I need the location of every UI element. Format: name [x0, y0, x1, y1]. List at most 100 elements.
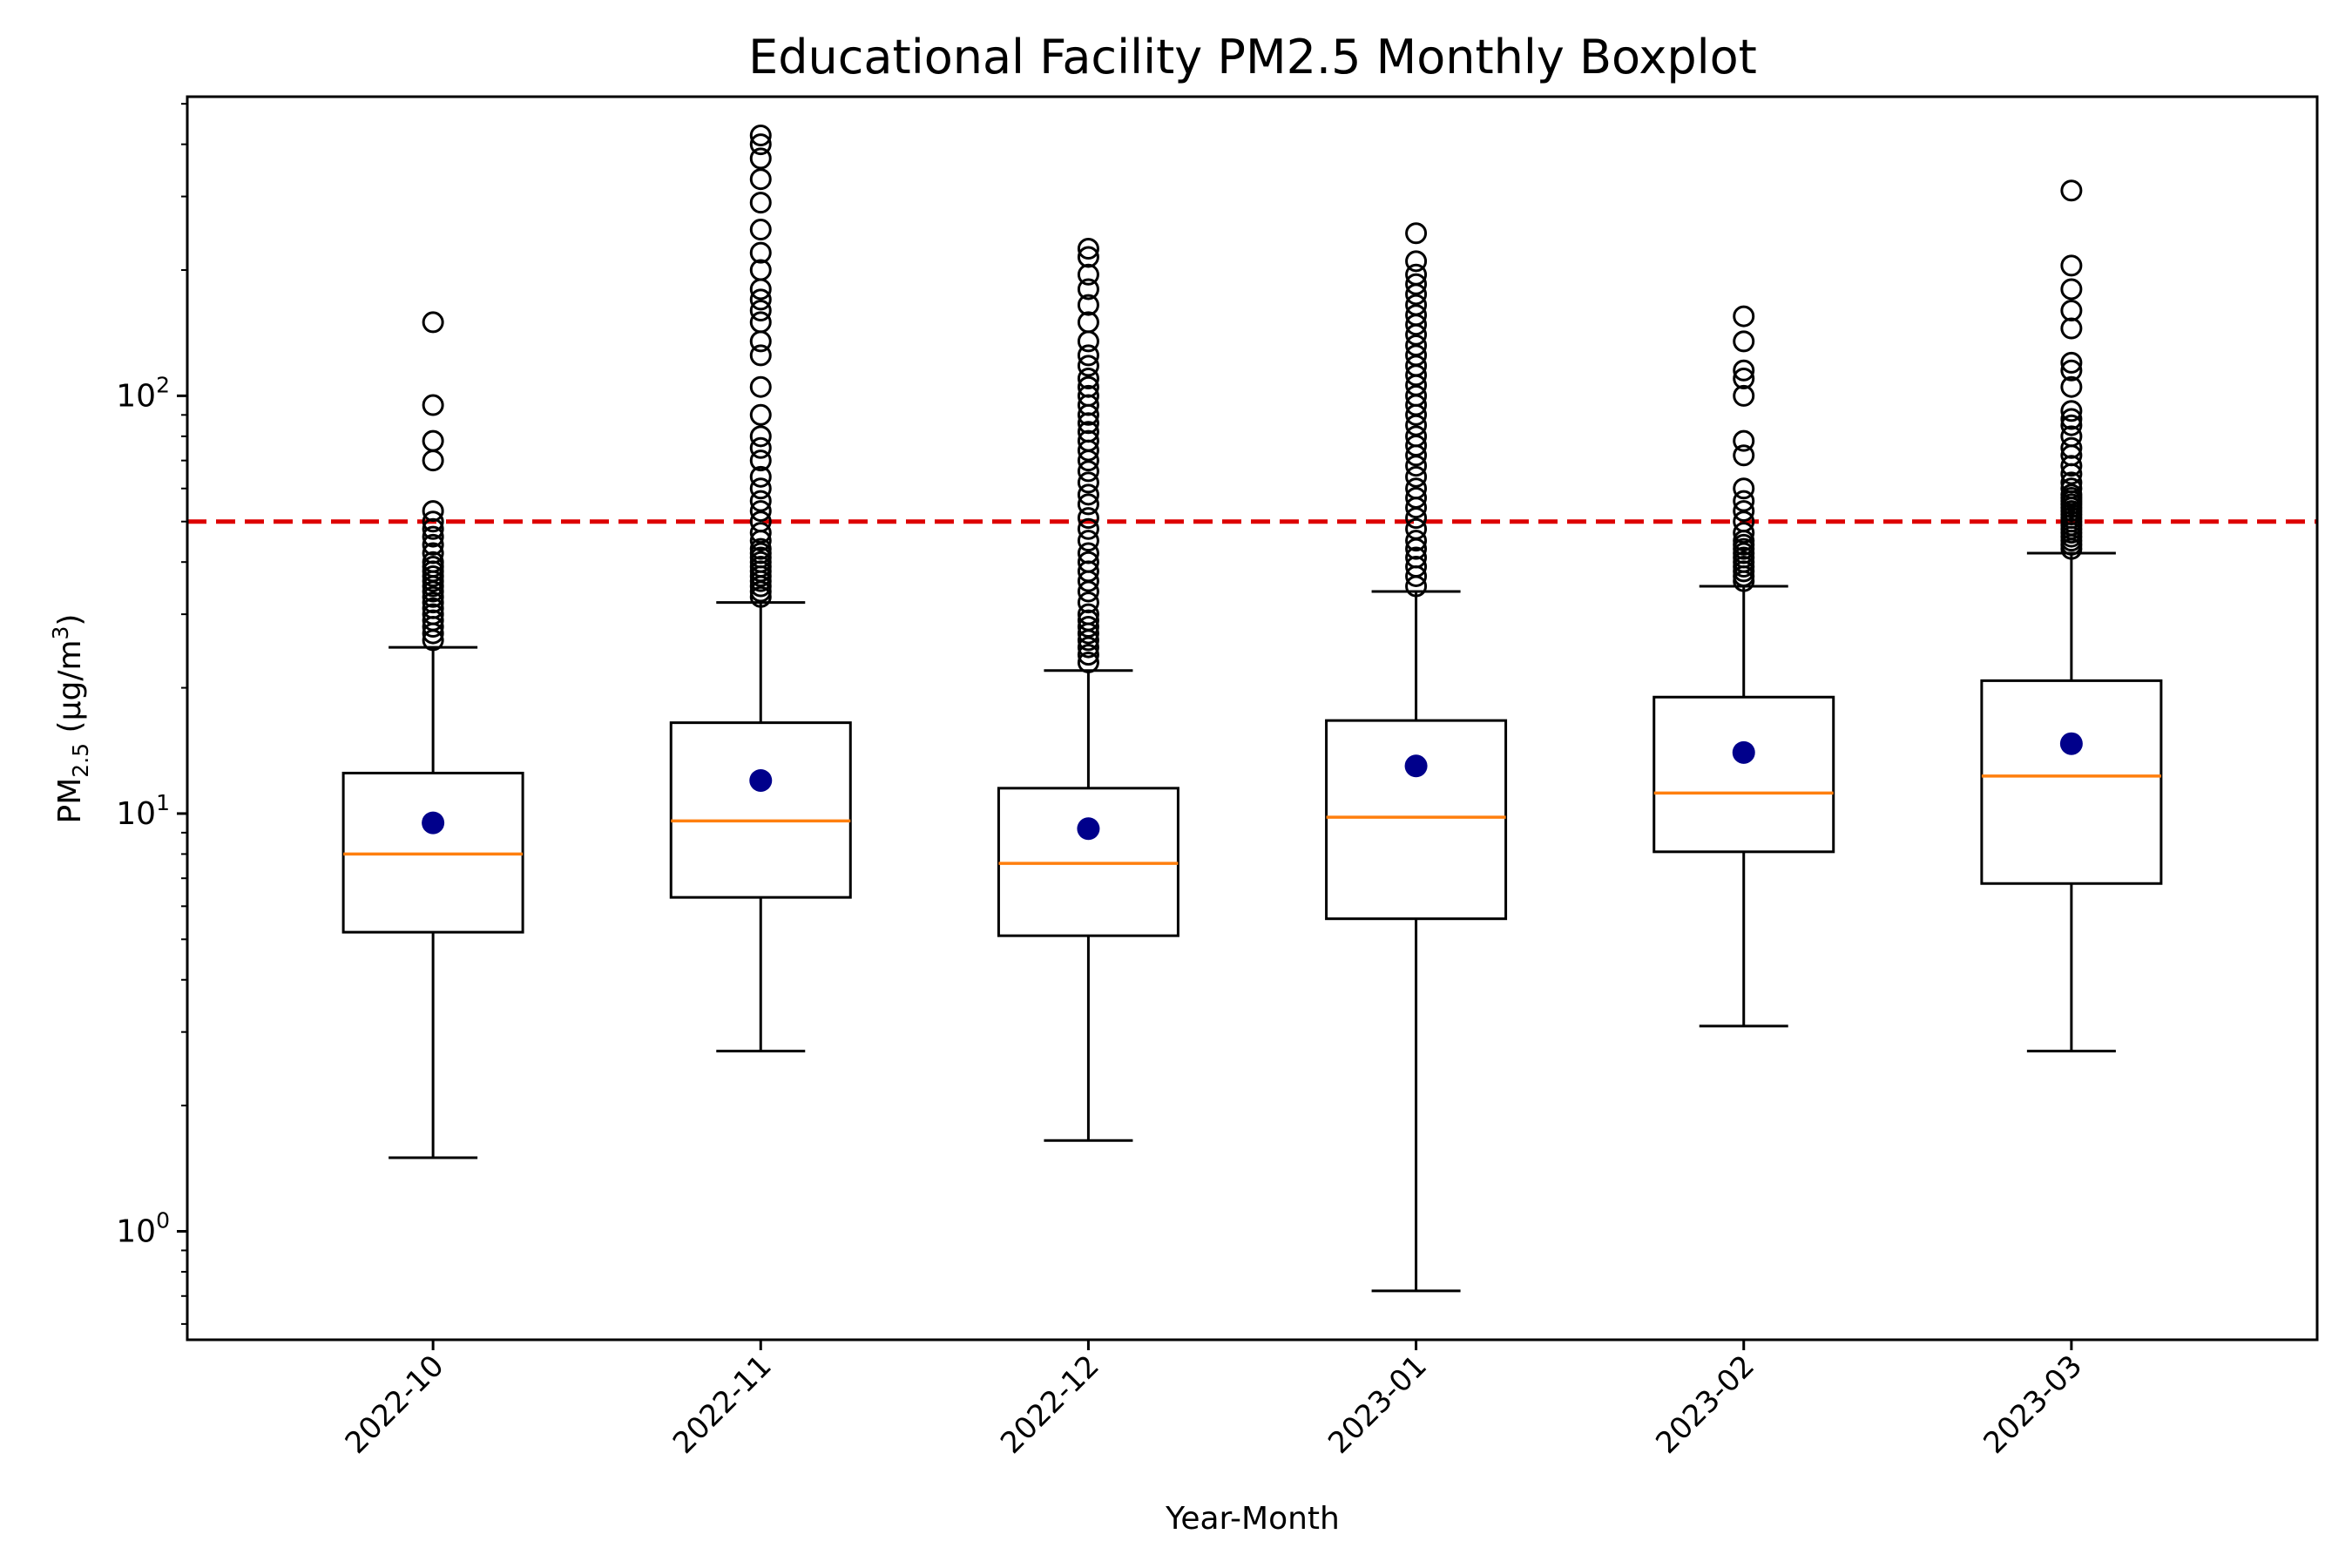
- outlier-point: [1733, 490, 1755, 512]
- outlier-point: [2060, 455, 2083, 477]
- outlier-point: [2060, 483, 2083, 506]
- outlier-point: [422, 597, 444, 619]
- box-iqr: [1325, 719, 1508, 921]
- outlier-point: [422, 525, 444, 548]
- outlier-point: [1077, 644, 1099, 666]
- outlier-point: [1733, 500, 1755, 523]
- outlier-point: [2060, 299, 2083, 321]
- outlier-point: [749, 147, 772, 170]
- outlier-point: [1077, 591, 1099, 614]
- mean-marker: [1404, 754, 1428, 778]
- outlier-point: [1077, 651, 1099, 673]
- outlier-point: [422, 500, 444, 523]
- mean-marker: [749, 768, 773, 792]
- outlier-point: [1077, 636, 1099, 659]
- outlier-point: [2060, 436, 2083, 459]
- y-tick-label: 100: [116, 1207, 170, 1249]
- outlier-point: [1733, 305, 1755, 328]
- outlier-point: [749, 288, 772, 311]
- outlier-point: [749, 477, 772, 500]
- outlier-point: [749, 241, 772, 264]
- boxes-layer: [341, 124, 2163, 1293]
- outlier-point: [1405, 477, 1428, 500]
- outlier-point: [422, 311, 444, 334]
- outlier-point: [749, 344, 772, 367]
- y-tick-exponent: 0: [156, 1207, 170, 1233]
- outlier-point: [1405, 465, 1428, 488]
- mean-marker: [1077, 817, 1100, 841]
- outlier-point: [1405, 517, 1428, 540]
- outlier-point: [1405, 546, 1428, 569]
- box-group-2022-10: [341, 311, 524, 1159]
- outlier-point: [1077, 429, 1099, 452]
- box-group-2022-11: [669, 124, 852, 1053]
- mean-marker: [1732, 740, 1755, 764]
- outlier-point: [2060, 400, 2083, 422]
- outlier-point: [1405, 344, 1428, 367]
- outlier-point: [749, 449, 772, 472]
- outlier-point: [1405, 425, 1428, 448]
- outlier-point: [1733, 384, 1755, 407]
- outlier-point: [422, 591, 444, 614]
- y-tick-exponent: 1: [156, 790, 170, 815]
- outlier-point: [749, 219, 772, 241]
- box-group-2023-03: [1980, 179, 2163, 1053]
- outlier-point: [749, 124, 772, 146]
- outlier-point: [749, 585, 772, 608]
- chart-title: Educational Facility PM2.5 Monthly Boxpl…: [748, 30, 1757, 84]
- outlier-point: [1077, 384, 1099, 407]
- outlier-point: [2060, 179, 2083, 202]
- outlier-point: [1405, 335, 1428, 357]
- outlier-point: [2060, 408, 2083, 430]
- y-axis-label: PM2.5 (µg/m3): [48, 614, 93, 824]
- outlier-point: [1405, 250, 1428, 273]
- outlier-point: [749, 436, 772, 459]
- y-tick-base: 10: [116, 796, 156, 832]
- outlier-point: [1077, 460, 1099, 483]
- mean-marker: [422, 811, 445, 835]
- outlier-point: [422, 533, 444, 556]
- outlier-point: [1733, 330, 1755, 353]
- y-axis-label-unit: (µg/m: [52, 639, 88, 742]
- outlier-point: [1733, 477, 1755, 500]
- outlier-point: [1405, 384, 1428, 407]
- outlier-point: [1077, 471, 1099, 494]
- plot-area: [186, 95, 2319, 1342]
- outlier-point: [749, 168, 772, 191]
- y-axis-label-sup: 3: [48, 626, 73, 640]
- outlier-point: [1077, 542, 1099, 564]
- outlier-point: [1077, 246, 1099, 268]
- outlier-point: [749, 311, 772, 334]
- outlier-point: [1733, 522, 1755, 544]
- outlier-point: [2060, 375, 2083, 398]
- y-tick-base: 10: [116, 378, 156, 414]
- outlier-point: [2060, 425, 2083, 448]
- outlier-point: [422, 603, 444, 625]
- outlier-point: [1077, 483, 1099, 506]
- outlier-point: [2060, 359, 2083, 382]
- outlier-point: [1077, 375, 1099, 398]
- outlier-point: [749, 465, 772, 488]
- outlier-point: [1077, 615, 1099, 638]
- outlier-point: [1077, 517, 1099, 540]
- outlier-point: [2060, 254, 2083, 277]
- outlier-point: [2060, 414, 2083, 436]
- outlier-point: [422, 542, 444, 564]
- outlier-point: [1405, 273, 1428, 295]
- outlier-point: [749, 192, 772, 214]
- y-axis-label-main: PM: [52, 778, 88, 824]
- outlier-point: [1733, 510, 1755, 533]
- outlier-point: [749, 537, 772, 560]
- outlier-point: [422, 551, 444, 573]
- outlier-point: [749, 403, 772, 426]
- outlier-point: [749, 425, 772, 448]
- outlier-point: [749, 133, 772, 156]
- outlier-point: [1077, 603, 1099, 625]
- outlier-point: [749, 500, 772, 523]
- outlier-point: [2060, 278, 2083, 301]
- outlier-point: [1077, 493, 1099, 516]
- plot-frame: [186, 95, 2319, 1342]
- outlier-point: [422, 429, 444, 452]
- outlier-point: [1405, 530, 1428, 552]
